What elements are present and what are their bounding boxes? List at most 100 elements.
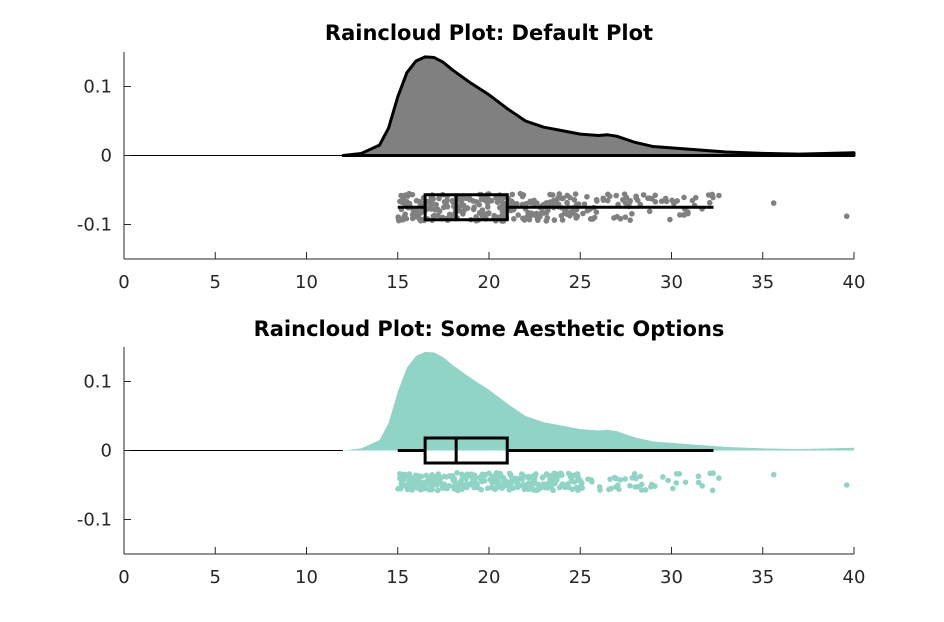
box-iqr bbox=[423, 193, 509, 222]
rain-point bbox=[419, 485, 426, 492]
box-iqr bbox=[423, 436, 509, 465]
rain-point bbox=[429, 486, 436, 493]
rain-point bbox=[523, 200, 530, 207]
rain-point bbox=[622, 476, 628, 482]
rain-point bbox=[469, 476, 476, 483]
rain-point bbox=[622, 200, 629, 206]
rain-point bbox=[594, 198, 600, 204]
rain-point bbox=[542, 201, 549, 208]
rain-point bbox=[549, 192, 556, 198]
rain-point bbox=[563, 209, 569, 216]
rain-point bbox=[638, 481, 645, 488]
x-tick-label: 0 bbox=[118, 272, 129, 293]
rain-point bbox=[695, 473, 702, 480]
rain-point bbox=[673, 480, 680, 486]
rain-point bbox=[549, 480, 556, 487]
x-tick-label: 10 bbox=[295, 567, 318, 588]
rain-point bbox=[607, 476, 613, 482]
rain-point bbox=[481, 472, 488, 479]
rain-point bbox=[574, 471, 581, 477]
y-tick-label: 0 bbox=[101, 146, 112, 167]
rain-point bbox=[527, 212, 534, 219]
rain-point-outlier bbox=[843, 213, 850, 220]
rain-point bbox=[460, 211, 466, 217]
rain-point bbox=[529, 486, 535, 492]
rain-point bbox=[450, 477, 457, 484]
rain-point bbox=[652, 198, 659, 205]
plot-area-1: 0 5 10 15 20 25 30 35 40 0.1 0 -0.1 bbox=[77, 52, 866, 293]
rain-point bbox=[695, 479, 702, 486]
rain-point bbox=[494, 483, 500, 490]
rain-point bbox=[433, 205, 439, 212]
rain-point bbox=[575, 201, 582, 207]
x-tick-label: 15 bbox=[386, 272, 409, 293]
rain-point bbox=[558, 212, 565, 219]
rain-point bbox=[479, 212, 485, 219]
rain-point-outlier bbox=[770, 200, 777, 206]
rain-point bbox=[417, 479, 424, 486]
rain-point bbox=[402, 475, 408, 482]
rain-point bbox=[496, 204, 503, 211]
rain-point bbox=[534, 216, 541, 222]
rain-point bbox=[471, 484, 477, 491]
rain-point bbox=[685, 210, 691, 217]
rain-point bbox=[706, 199, 713, 206]
rain-point bbox=[646, 208, 653, 215]
y-tick-label: 0.1 bbox=[83, 372, 112, 393]
x-tick-label: 5 bbox=[210, 567, 221, 588]
rain-point bbox=[699, 483, 706, 489]
rain-point bbox=[423, 481, 429, 487]
rain-point bbox=[596, 484, 603, 490]
rain-point bbox=[434, 473, 440, 480]
rain-point bbox=[660, 474, 666, 480]
rain-point bbox=[584, 207, 591, 214]
rain-point bbox=[588, 216, 594, 222]
x-tick-label: 40 bbox=[843, 272, 866, 293]
rain-point bbox=[500, 477, 507, 484]
chart-panel-1: Raincloud Plot: Default Plot 0 5 10 15 20 25 3… bbox=[77, 21, 866, 293]
rain-point bbox=[579, 485, 586, 491]
x-tick-label: 20 bbox=[478, 567, 501, 588]
rain-point bbox=[565, 484, 572, 491]
rain-point bbox=[413, 197, 420, 204]
chart-title-1: Raincloud Plot: Default Plot bbox=[325, 21, 653, 45]
rain-point bbox=[555, 201, 562, 208]
rain-point-outlier bbox=[716, 192, 722, 199]
rain-point bbox=[521, 217, 528, 223]
rain-point bbox=[468, 471, 475, 478]
rain-point bbox=[541, 481, 548, 488]
rain-point bbox=[511, 216, 517, 222]
rain-point bbox=[481, 195, 487, 202]
rain-point bbox=[710, 470, 716, 477]
rain-point bbox=[397, 470, 403, 477]
x-tick-label: 5 bbox=[210, 272, 221, 293]
rain-point bbox=[534, 200, 540, 206]
rain-point bbox=[667, 216, 673, 223]
rain-point bbox=[518, 476, 524, 482]
rain-point bbox=[617, 477, 624, 483]
rain-point bbox=[564, 192, 571, 199]
rain-point bbox=[640, 192, 647, 198]
rain-point bbox=[396, 475, 403, 482]
rain-point bbox=[613, 192, 620, 199]
rain-point bbox=[670, 485, 676, 492]
x-tick-label: 30 bbox=[660, 272, 683, 293]
rain-point bbox=[531, 480, 538, 487]
rain-point bbox=[614, 213, 620, 220]
rain-point-outlier bbox=[843, 482, 850, 488]
rain-point bbox=[627, 482, 633, 489]
rain-point bbox=[426, 204, 433, 211]
rain-point bbox=[484, 204, 491, 210]
rain-point bbox=[585, 476, 591, 482]
rain-point bbox=[450, 483, 457, 490]
rain-point bbox=[444, 485, 450, 492]
rain-point bbox=[435, 212, 441, 219]
rain-point bbox=[638, 487, 645, 493]
x-tick-label: 30 bbox=[660, 567, 683, 588]
rain-point bbox=[449, 212, 456, 219]
rain-point bbox=[559, 217, 566, 223]
rain-point bbox=[604, 197, 611, 204]
x-tick-label: 0 bbox=[118, 567, 129, 588]
x-tick-label: 20 bbox=[478, 272, 501, 293]
rain-point bbox=[488, 197, 495, 204]
